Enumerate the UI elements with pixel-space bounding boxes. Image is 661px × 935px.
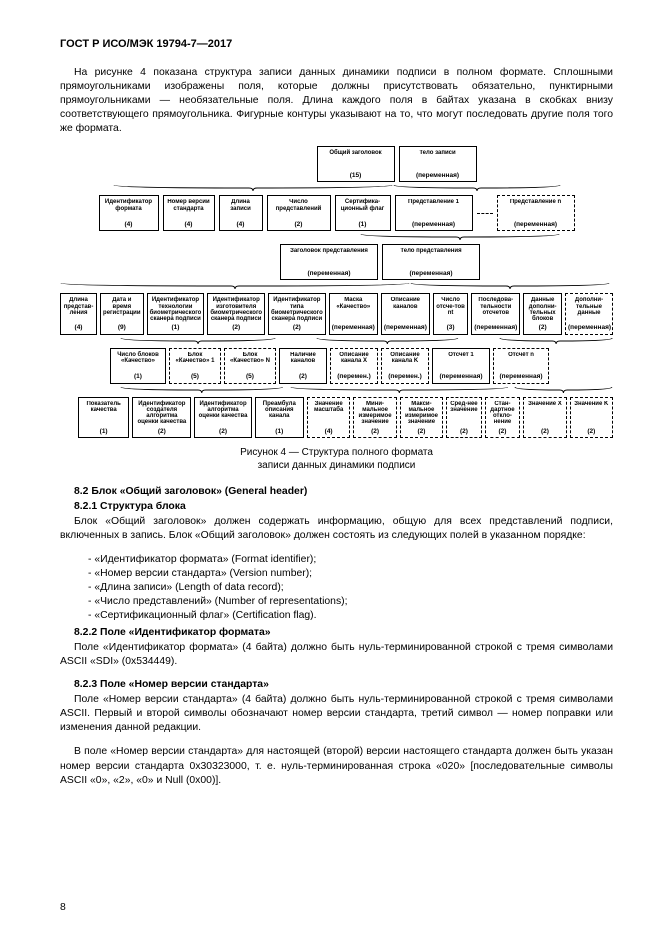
diagram-box: Маска «Качество»(переменная)	[329, 293, 378, 334]
diagram-box: Отсчёт 1(переменная)	[432, 348, 490, 384]
diagram-box: Представление n(переменная)	[497, 195, 575, 231]
diagram-box: Стан-дартное откло-нение(2)	[485, 397, 521, 438]
diagram-box: Дата и время регистрации(9)	[100, 293, 144, 334]
diagram-box: Дополни-тельные данные(переменная)	[565, 293, 613, 334]
diagram-box: Макси-мальное измеримое значение(2)	[400, 397, 443, 438]
section-8-2-3-title: 8.2.3 Поле «Номер версии стандарта»	[60, 679, 613, 690]
section-8-2-2-title: 8.2.2 Поле «Идентификатор формата»	[60, 627, 613, 638]
list-item: - «Сертификационный флаг» (Certification…	[88, 609, 613, 623]
diagram-box: Значение K(2)	[570, 397, 613, 438]
figure-4-diagram: Общий заголовок(15)Тело записи(переменна…	[60, 146, 613, 438]
diagram-box: Описание канала K(перемен.)	[381, 348, 429, 384]
intro-paragraph: На рисунке 4 показана структура записи д…	[60, 66, 613, 136]
diagram-box: Идентификатор создателя алгоритма оценки…	[132, 397, 191, 438]
list-item: - «Число представлений» (Number of repre…	[88, 595, 613, 609]
diagram-box: Идентификатор алгоритма оценки качества(…	[194, 397, 251, 438]
diagram-box: Число отсче-тов nt(3)	[433, 293, 468, 334]
diagram-box: Число представлений(2)	[267, 195, 331, 231]
section-8-2-1-title: 8.2.1 Структура блока	[60, 501, 613, 512]
diagram-box: Длина записи(4)	[219, 195, 263, 231]
section-8-2-2-p1: Поле «Идентификатор формата» (4 байта) д…	[60, 641, 613, 669]
section-8-2-1-list: - «Идентификатор формата» (Format identi…	[60, 553, 613, 623]
diagram-box: Тело представления(переменная)	[382, 244, 480, 280]
list-item: - «Идентификатор формата» (Format identi…	[88, 553, 613, 567]
diagram-box: Число блоков «Качество»(1)	[110, 348, 166, 384]
diagram-box: Представление 1(переменная)	[395, 195, 473, 231]
figure-caption: Рисунок 4 — Структура полного формата за…	[60, 446, 613, 472]
page-number: 8	[60, 902, 66, 913]
diagram-box: Отсчёт n(переменная)	[493, 348, 549, 384]
diagram-box: Блок «Качество» 1(5)	[169, 348, 221, 384]
diagram-box: Идентификатор технологии биометрического…	[147, 293, 205, 334]
section-8-2-1-p1: Блок «Общий заголовок» должен содержать …	[60, 515, 613, 543]
caption-line1: Рисунок 4 — Структура полного формата	[240, 447, 433, 458]
diagram-box: Блок «Качество» N(5)	[224, 348, 276, 384]
diagram-box: Описание канала X(перемен.)	[330, 348, 378, 384]
section-8-2-3-p2: В поле «Номер версии стандарта» для наст…	[60, 745, 613, 787]
diagram-box: Идентификатор типа биометрического скане…	[268, 293, 326, 334]
diagram-box: Показатель качества(1)	[78, 397, 129, 438]
standard-header: ГОСТ Р ИСО/МЭК 19794-7—2017	[60, 38, 613, 50]
diagram-box: Длина представ-ления(4)	[60, 293, 97, 334]
diagram-box: Сред-нее значение(2)	[446, 397, 482, 438]
diagram-box: Значение Х(2)	[523, 397, 566, 438]
diagram-box: Идентификатор изготовителя биометрическо…	[207, 293, 265, 334]
page-container: ГОСТ Р ИСО/МЭК 19794-7—2017 На рисунке 4…	[0, 0, 661, 935]
section-8-2-title: 8.2 Блок «Общий заголовок» (General head…	[60, 486, 613, 497]
caption-line2: записи данных динамики подписи	[258, 460, 416, 471]
diagram-box: Описание каналов(переменная)	[381, 293, 430, 334]
diagram-box: Идентификатор формата(4)	[99, 195, 159, 231]
diagram-box: Номер версии стандарта(4)	[163, 195, 215, 231]
diagram-box: Преамбула описания канала(1)	[255, 397, 304, 438]
list-item: - «Номер версии стандарта» (Version numb…	[88, 567, 613, 581]
section-8-2-3-p1: Поле «Номер версии стандарта» (4 байта) …	[60, 693, 613, 735]
diagram-box: Значение масштаба(4)	[307, 397, 350, 438]
diagram-box: Последова-тельности отсчетов(переменная)	[471, 293, 520, 334]
diagram-box: Заголовок представления(переменная)	[280, 244, 378, 280]
diagram-box: Данные дополни-тельных блоков(2)	[523, 293, 562, 334]
list-item: - «Длина записи» (Length of data record)…	[88, 581, 613, 595]
diagram-box: Наличие каналов(2)	[279, 348, 327, 384]
diagram-box: Тело записи(переменная)	[399, 146, 477, 182]
diagram-box: Сертифика-ционный флаг(1)	[335, 195, 391, 231]
diagram-box: Мини-мальное измеримое значение(2)	[353, 397, 396, 438]
diagram-box: Общий заголовок(15)	[317, 146, 395, 182]
